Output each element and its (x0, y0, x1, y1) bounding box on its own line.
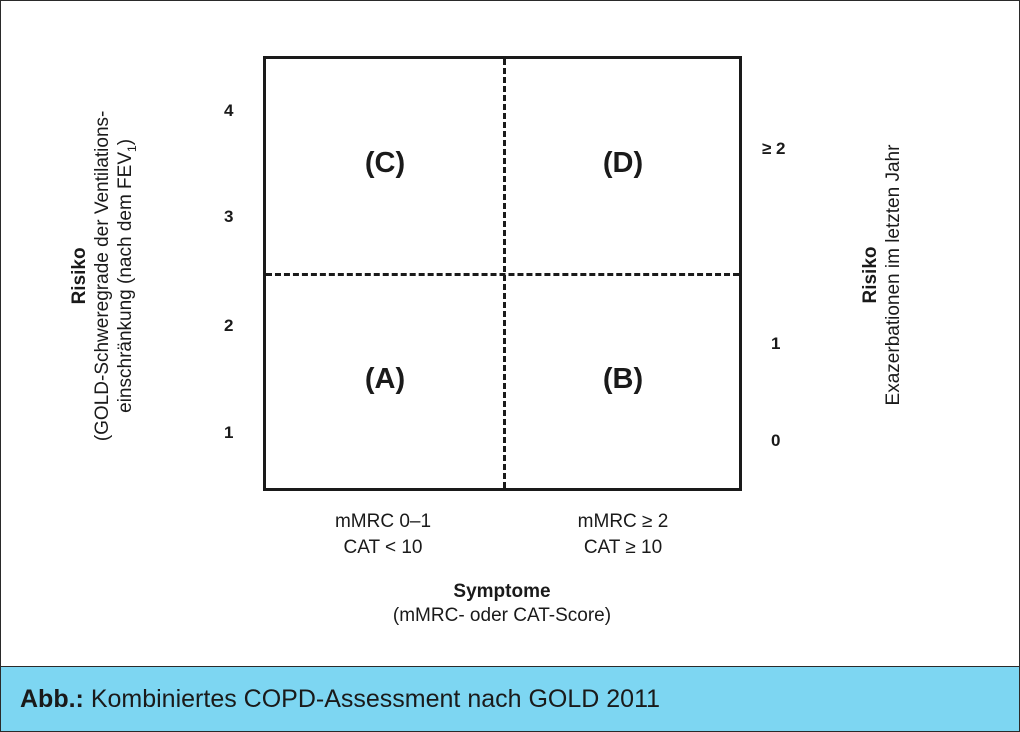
caption-text: Kombiniertes COPD-Assessment nach GOLD 2… (83, 685, 661, 713)
right-axis-title-text: Risiko (860, 246, 881, 304)
left-axis-line1: (GOLD-Schweregrade der Ventilations- (92, 110, 114, 442)
horizontal-divider (266, 273, 739, 276)
right-axis-line1: Exazerbationen im letzten Jahr (883, 144, 904, 406)
x-axis-title-text: Symptome (453, 581, 551, 602)
x-axis-title: Symptome (mMRC- oder CAT-Score) (352, 580, 652, 628)
right-tick-1: 1 (771, 334, 781, 353)
x-label-left: mMRC 0–1 CAT < 10 (283, 509, 483, 561)
left-axis-title-text: Risiko (69, 247, 91, 305)
right-tick-ge2: ≥ 2 (762, 139, 786, 158)
left-tick-4: 4 (224, 101, 234, 120)
left-axis-line2-suffix: ) (115, 138, 137, 146)
risk-matrix-grid (263, 56, 742, 491)
x-axis-subtitle: (mMRC- oder CAT-Score) (392, 605, 612, 626)
right-axis-title: Risiko Exazerbationen im letzten Jahr (859, 55, 905, 495)
left-axis-line2: einschränkung (nach dem FEV1) (114, 56, 144, 496)
left-tick-1: 1 (224, 423, 234, 442)
left-axis-line2-prefix: einschränkung (nach dem FEV (115, 151, 137, 413)
left-tick-2: 2 (224, 316, 234, 335)
left-tick-3: 3 (224, 207, 234, 226)
right-tick-0: 0 (771, 431, 781, 450)
x-label-right: mMRC ≥ 2 CAT ≥ 10 (523, 509, 723, 561)
x-label-left-line1: mMRC 0–1 (334, 511, 432, 532)
caption-label: Abb.: (20, 685, 84, 713)
x-label-right-line2: CAT ≥ 10 (583, 537, 663, 558)
x-label-left-line2: CAT < 10 (343, 537, 423, 558)
quadrant-d-label: (D) (602, 147, 644, 179)
x-label-right-line1: mMRC ≥ 2 (577, 511, 669, 532)
quadrant-a-label: (A) (364, 363, 406, 395)
left-axis-line2-sub: 1 (124, 145, 139, 152)
left-axis-title: Risiko (GOLD-Schweregrade der Ventilatio… (68, 56, 144, 496)
caption-bar: Abb.: Kombiniertes COPD-Assessment nach … (1, 666, 1019, 731)
quadrant-c-label: (C) (364, 147, 406, 179)
caption: Abb.: Kombiniertes COPD-Assessment nach … (20, 684, 660, 714)
quadrant-b-label: (B) (602, 363, 644, 395)
